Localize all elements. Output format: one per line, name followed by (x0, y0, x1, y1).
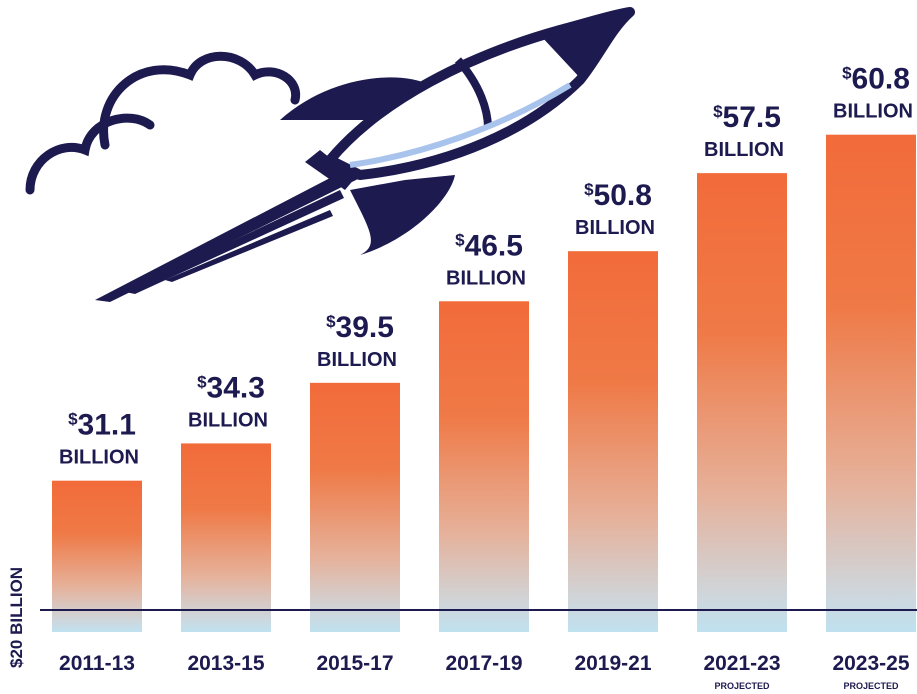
value-currency: $ (842, 64, 852, 83)
speed-lines (95, 165, 360, 302)
bar-2015-17 (310, 382, 400, 632)
value-label: $39.5 (326, 311, 394, 344)
bar-2017-19 (439, 301, 529, 632)
value-unit: BILLION (704, 139, 784, 161)
category-labels: 2011-13 2013-15 2015-17 2017-19 2019-21 2021-… (59, 652, 910, 691)
bar-2023-25 (826, 134, 916, 632)
value-number: 34.3 (207, 371, 265, 404)
value-currency: $ (326, 312, 336, 331)
value-unit: BILLION (446, 267, 526, 289)
value-labels: $31.1 BILLION $34.3 BILLION $39.5 BILLION $46.… (59, 63, 913, 469)
bar-2021-23 (697, 173, 787, 632)
baseline-label: $20 BILLION (7, 567, 26, 668)
value-currency: $ (455, 230, 465, 249)
value-number: 57.5 (723, 101, 781, 134)
x-tick-label: 2019-21 (574, 652, 651, 675)
x-tick-note: PROJECTED (843, 681, 899, 691)
x-tick-label: 2021-23 (703, 652, 780, 675)
rocket-body (280, 7, 635, 255)
value-unit: BILLION (833, 101, 913, 123)
bar-2019-21 (568, 251, 658, 632)
value-label: $46.5 (455, 229, 523, 262)
x-tick-label: 2023-25 (832, 652, 909, 675)
value-currency: $ (584, 180, 594, 199)
rocket-icon (25, 7, 635, 302)
value-unit: BILLION (317, 349, 397, 371)
x-tick-label: 2011-13 (59, 652, 135, 675)
value-currency: $ (197, 372, 207, 391)
value-unit: BILLION (188, 409, 268, 431)
value-number: 50.8 (594, 179, 652, 212)
x-tick-label: 2017-19 (445, 652, 522, 675)
x-tick-note: PROJECTED (714, 681, 770, 691)
value-number: 31.1 (78, 409, 136, 442)
x-tick-label: 2013-15 (187, 652, 264, 675)
value-label: $31.1 (68, 409, 136, 442)
value-label: $50.8 (584, 179, 652, 212)
x-tick-label: 2015-17 (316, 652, 393, 675)
bar-2013-15 (181, 443, 271, 632)
value-unit: BILLION (575, 217, 655, 239)
value-currency: $ (713, 102, 723, 121)
value-unit: BILLION (59, 447, 139, 469)
cloud-icon (25, 51, 301, 195)
bar-2011-13 (52, 480, 142, 632)
value-number: 39.5 (336, 311, 394, 344)
value-number: 60.8 (852, 63, 910, 96)
bar-series (52, 134, 916, 632)
value-label: $57.5 (713, 101, 781, 134)
value-label: $34.3 (197, 371, 265, 404)
value-label: $60.8 (842, 63, 910, 96)
value-number: 46.5 (465, 229, 523, 262)
value-currency: $ (68, 410, 78, 429)
